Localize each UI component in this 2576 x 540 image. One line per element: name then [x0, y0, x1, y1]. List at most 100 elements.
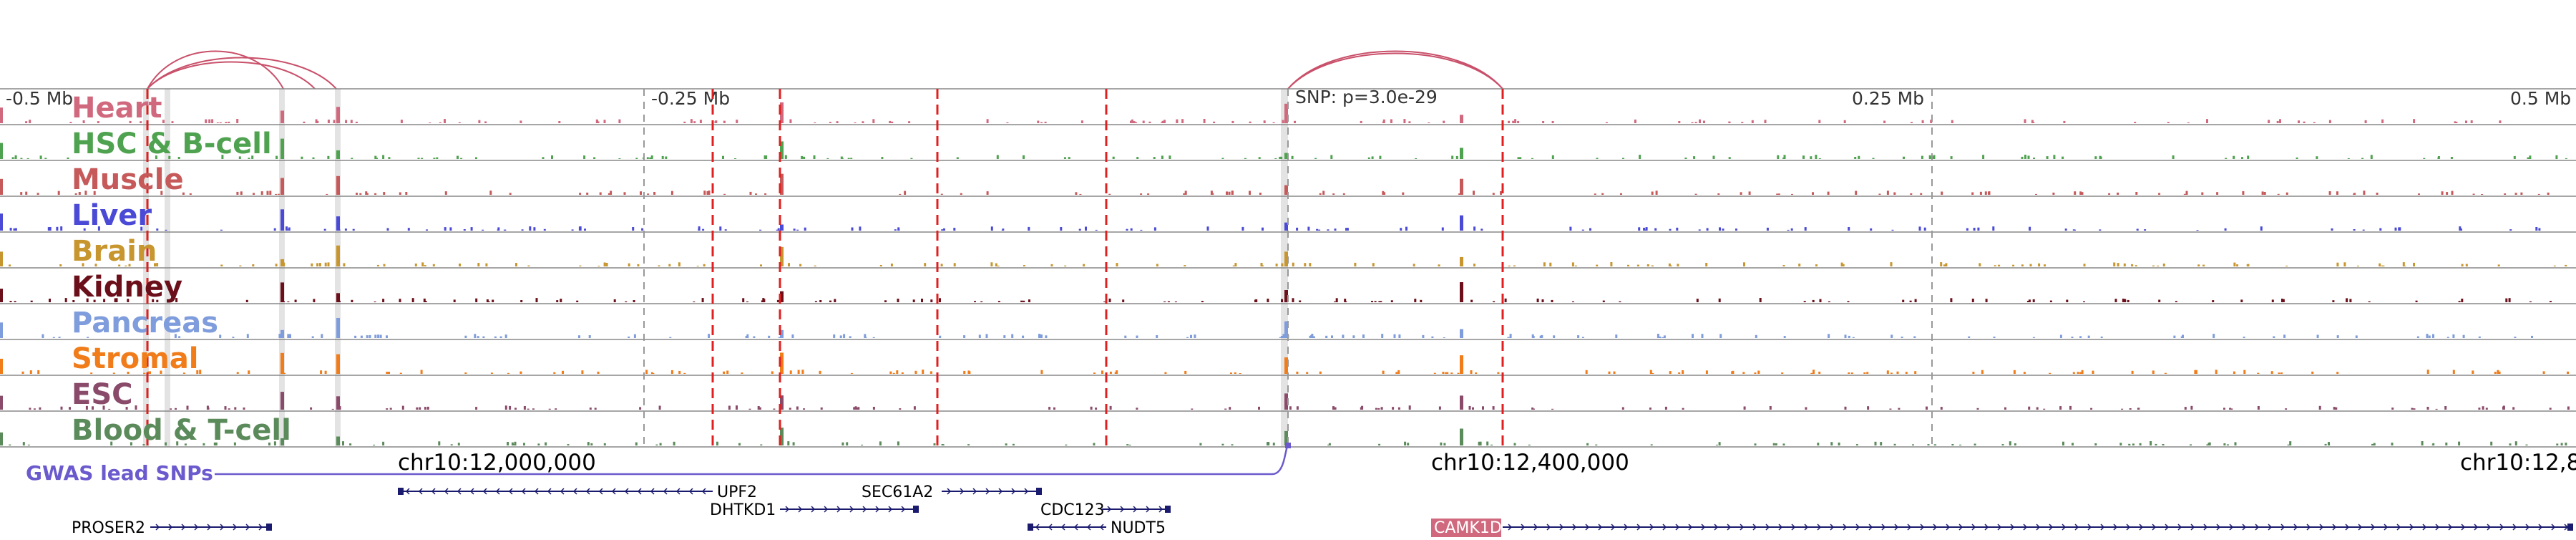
strand-arrow — [1035, 524, 1040, 531]
signal-peak — [1866, 372, 1869, 374]
signal-peak — [2520, 192, 2523, 195]
strand-arrow — [2512, 524, 2517, 531]
signal-peak — [369, 334, 371, 338]
signal-peak — [1289, 406, 1292, 410]
loop-arc — [147, 50, 284, 90]
signal-peak — [1393, 334, 1396, 338]
signal-peak — [2119, 443, 2122, 445]
signal-peak — [1645, 227, 1648, 231]
signal-peak — [555, 408, 557, 410]
signal-peak — [741, 372, 743, 374]
signal-peak — [2353, 229, 2356, 231]
coordinate-label-12800000: chr10:12,8 — [2460, 450, 2576, 476]
signal-peak — [840, 156, 843, 159]
signal-peak — [1346, 228, 1349, 231]
signal-peak — [1239, 373, 1241, 374]
signal-peak — [1982, 155, 1985, 159]
signal-peak — [82, 263, 84, 266]
signal-peak — [1976, 408, 1979, 410]
signal-peak — [2155, 443, 2157, 445]
signal-peak — [1284, 430, 1288, 445]
signal-peak — [753, 336, 756, 338]
signal-peak — [757, 406, 760, 410]
signal-peak — [1622, 158, 1624, 159]
signal-peak — [1581, 337, 1584, 338]
signal-peak — [2212, 300, 2215, 302]
signal-peak — [374, 193, 377, 195]
signal-peak — [1093, 372, 1096, 374]
signal-peak — [1748, 191, 1751, 195]
track-labels: Heart HSC & B-cell Muscle Liver Brain Ki… — [72, 92, 291, 447]
signal-peak — [1307, 226, 1310, 231]
track-label-esc: ESC — [72, 378, 133, 411]
signal-peak — [1211, 193, 1214, 195]
strand-arrow — [2435, 524, 2440, 531]
signal-peak — [2328, 442, 2330, 445]
signal-peak — [1589, 228, 1591, 231]
signal-peak — [2502, 405, 2505, 410]
strand-arrow — [2461, 524, 2466, 531]
signal-peak — [1691, 122, 1694, 123]
signal-peak — [280, 392, 284, 410]
signal-peak — [2462, 334, 2465, 338]
signal-peak — [1274, 158, 1277, 159]
signal-peak — [336, 245, 340, 266]
signal-peak — [1815, 264, 1818, 266]
signal-peak — [1838, 442, 1840, 445]
signal-peak — [1781, 372, 1784, 374]
signal-peak — [315, 119, 318, 123]
signal-peak — [1191, 408, 1194, 410]
signal-peak — [560, 299, 562, 302]
signal-peak — [985, 334, 988, 338]
signal-peak — [1703, 120, 1705, 123]
signal-peak — [1382, 121, 1385, 123]
signal-peak — [1415, 158, 1418, 159]
signal-peak — [2513, 155, 2516, 159]
strand-arrow — [2280, 524, 2285, 531]
signal-peak — [777, 228, 780, 231]
signal-peak — [1260, 263, 1263, 266]
signal-peak — [523, 443, 525, 445]
signal-peak — [1783, 336, 1786, 338]
signal-peak — [64, 298, 67, 302]
signal-peak — [1719, 334, 1722, 338]
signal-peak — [1272, 443, 1275, 445]
signal-peak — [2398, 227, 2401, 231]
signal-peak — [1131, 119, 1133, 123]
signal-peak — [699, 120, 702, 123]
signal-peak — [449, 227, 452, 231]
strand-arrow — [2332, 524, 2337, 531]
signal-peak — [376, 158, 378, 159]
signal-peak — [1517, 157, 1520, 159]
signal-peak — [1921, 155, 1923, 159]
ruler-label-plus-half: 0.5 Mb — [2510, 88, 2571, 109]
signal-peak — [42, 334, 44, 338]
signal-peak — [1694, 122, 1697, 123]
signal-peak — [1627, 264, 1629, 266]
signal-peak — [2028, 406, 2031, 410]
strand-arrow — [1508, 524, 1513, 531]
signal-peak — [1482, 406, 1484, 410]
signal-peak — [1911, 122, 1913, 123]
signal-peak — [1581, 229, 1584, 231]
signal-peak — [2459, 226, 2462, 231]
signal-peak — [1148, 121, 1151, 123]
signal-peak — [2512, 407, 2515, 410]
strand-arrow — [1971, 524, 1976, 531]
signal-peak — [1184, 370, 1187, 374]
signal-peak — [421, 158, 424, 159]
signal-peak — [2224, 228, 2227, 231]
strand-arrow — [1598, 524, 1603, 531]
signal-peak — [850, 158, 853, 159]
signal-peak — [2175, 301, 2177, 302]
signal-peak — [820, 407, 823, 410]
signal-peak — [1184, 191, 1187, 195]
signal-peak — [424, 265, 426, 266]
signal-peak — [1928, 155, 1931, 159]
signal-peak — [986, 191, 989, 195]
signal-peak — [44, 158, 47, 159]
signal-peak — [2509, 229, 2512, 231]
signal-peak — [632, 227, 635, 231]
signal-peak — [780, 246, 784, 266]
